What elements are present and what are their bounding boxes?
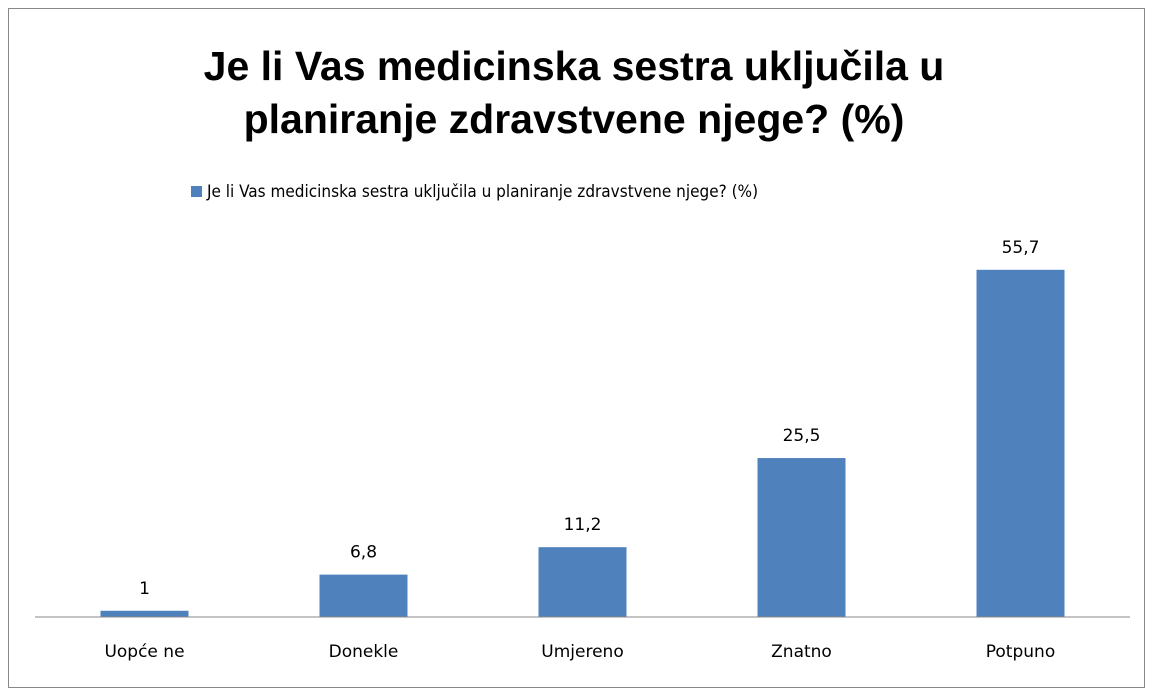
chart-title: Je li Vas medicinska sestra uključila u … [203, 43, 945, 142]
legend-swatch [191, 186, 202, 197]
value-label: 25,5 [783, 426, 821, 446]
value-label: 1 [139, 579, 150, 599]
x-tick-label: Umjereno [541, 642, 623, 662]
value-label: 55,7 [1002, 238, 1040, 258]
value-label: 11,2 [564, 515, 602, 535]
legend-label: Je li Vas medicinska sestra uključila u … [206, 182, 758, 202]
value-label: 6,8 [350, 543, 377, 563]
bar [100, 610, 189, 617]
bar [319, 574, 408, 617]
bar [976, 269, 1065, 617]
x-tick-label: Uopće ne [104, 642, 184, 662]
x-tick-label: Potpuno [986, 642, 1055, 662]
bar [757, 458, 846, 617]
x-tick-label: Znatno [771, 642, 832, 662]
x-tick-label: Donekle [329, 642, 399, 662]
bar [538, 547, 627, 617]
